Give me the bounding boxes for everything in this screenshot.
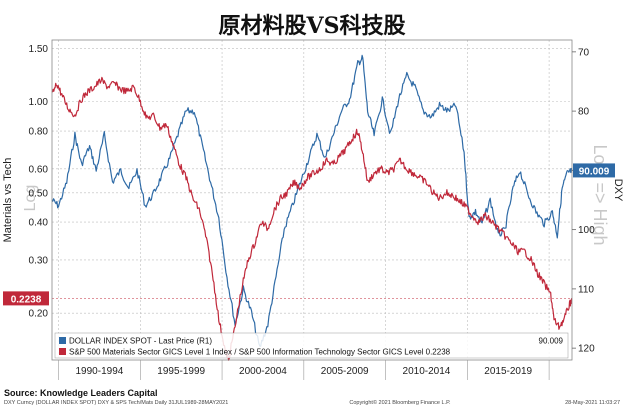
left-tick-label: 1.00	[29, 97, 49, 108]
legend-value: 90.009	[539, 337, 564, 346]
grid-lines	[52, 40, 572, 360]
x-period-label: 1990-1994	[76, 366, 124, 377]
left-axis-label: Materials vs Tech	[2, 158, 14, 243]
dollar-index-line	[51, 54, 573, 347]
right-tick-label: 120	[578, 344, 595, 355]
right-tick-label: 100	[578, 225, 595, 236]
legend-label: S&P 500 Materials Sector GICS Level 1 In…	[69, 348, 451, 357]
right-tick-label: 80	[578, 107, 590, 118]
legend-box	[54, 332, 569, 359]
legend-swatch	[59, 348, 66, 355]
left-tick-label: 0.40	[29, 218, 49, 229]
left-tick-label: 0.50	[29, 188, 49, 199]
right-tick-label: 110	[578, 284, 594, 295]
plot-frame	[51, 39, 573, 361]
x-period-label: 2010-2014	[403, 366, 451, 377]
left-watermark: Log	[22, 185, 39, 212]
series-layer	[51, 54, 573, 361]
x-period-label: 1995-1999	[157, 366, 205, 377]
x-period-label: 2005-2009	[321, 366, 369, 377]
left-tick-label: 1.50	[29, 44, 49, 55]
ratio-value-tag-bg	[3, 291, 49, 306]
right-tick-label: 70	[578, 47, 590, 58]
axes-layer: 1.501.000.800.600.500.400.300.2070809010…	[2, 39, 624, 380]
left-tick-label: 0.80	[29, 127, 49, 138]
footer-right: 28-May-2021 11:03:27	[565, 400, 620, 406]
dxy-value-tag-bg	[573, 163, 615, 178]
left-tick-label: 0.30	[29, 255, 49, 266]
axis-watermarks: Log Low => High	[22, 144, 610, 245]
left-tick-label: 0.60	[29, 164, 49, 175]
dxy-value-tag: 90.009	[579, 166, 610, 177]
source-note: Source: Knowledge Leaders Capital	[4, 388, 158, 398]
x-period-label: 2015-2019	[484, 366, 532, 377]
right-axis-label: DXY	[612, 179, 624, 202]
materials-tech-ratio-line	[51, 76, 573, 361]
footer-center: Copyright© 2021 Bloomberg Finance L.P.	[349, 399, 451, 406]
left-tick-label: 0.20	[29, 309, 49, 320]
footer-left: DXY Curncy (DOLLAR INDEX SPOT) DXY & SPS…	[4, 400, 228, 406]
legend: DOLLAR INDEX SPOT - Last Price (R1) 90.00…	[54, 332, 569, 359]
legend-label: DOLLAR INDEX SPOT - Last Price (R1)	[69, 337, 212, 346]
chart-title: 原材料股VS科技股	[218, 13, 406, 39]
legend-swatch	[59, 337, 66, 344]
footer: Source: Knowledge Leaders Capital DXY Cur…	[4, 388, 620, 406]
ratio-value-tag: 0.2238	[11, 294, 42, 305]
x-period-label: 2000-2004	[239, 366, 287, 377]
